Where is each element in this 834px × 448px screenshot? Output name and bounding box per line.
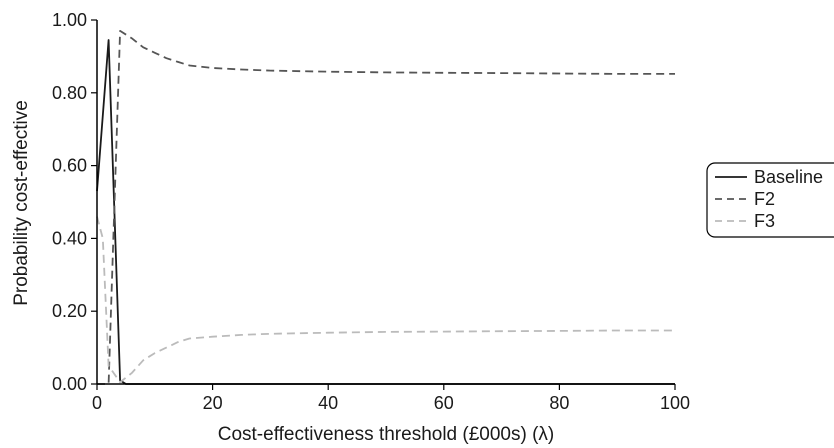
legend-label-f3: F3 bbox=[754, 211, 775, 231]
series-line-f3 bbox=[96, 216, 675, 384]
series-line-baseline bbox=[96, 39, 675, 385]
x-axis-label: Cost-effectiveness threshold (£000s) (λ) bbox=[218, 424, 555, 445]
y-tick-label: 0.20 bbox=[52, 301, 87, 321]
x-tick-label: 60 bbox=[434, 393, 454, 413]
legend-frame bbox=[706, 162, 834, 238]
y-axis-label: Probability cost-effective bbox=[11, 100, 32, 306]
legend-label-baseline: Baseline bbox=[754, 167, 823, 187]
y-tick-label: 1.00 bbox=[52, 10, 87, 30]
series-line-f2 bbox=[97, 29, 675, 385]
x-tick-label: 80 bbox=[549, 393, 569, 413]
plot-lines bbox=[96, 29, 675, 385]
y-tick-label: 0.60 bbox=[52, 156, 87, 176]
legend-label-f2: F2 bbox=[754, 189, 775, 209]
x-tick-label: 20 bbox=[203, 393, 223, 413]
x-tick-label: 40 bbox=[318, 393, 338, 413]
x-tick-label: 100 bbox=[660, 393, 690, 413]
x-tick-label: 0 bbox=[92, 393, 102, 413]
y-tick-label: 0.80 bbox=[52, 83, 87, 103]
axes: 0 20 40 60 80 100 0.00 0.20 0.40 0.60 0.80 1.00 bbox=[52, 10, 690, 413]
y-tick-label: 0.00 bbox=[52, 374, 87, 394]
y-tick-label: 0.40 bbox=[52, 228, 87, 248]
y-axis-ticks: 0.00 0.20 0.40 0.60 0.80 1.00 bbox=[52, 10, 97, 394]
x-axis-ticks: 0 20 40 60 80 100 bbox=[92, 384, 690, 413]
